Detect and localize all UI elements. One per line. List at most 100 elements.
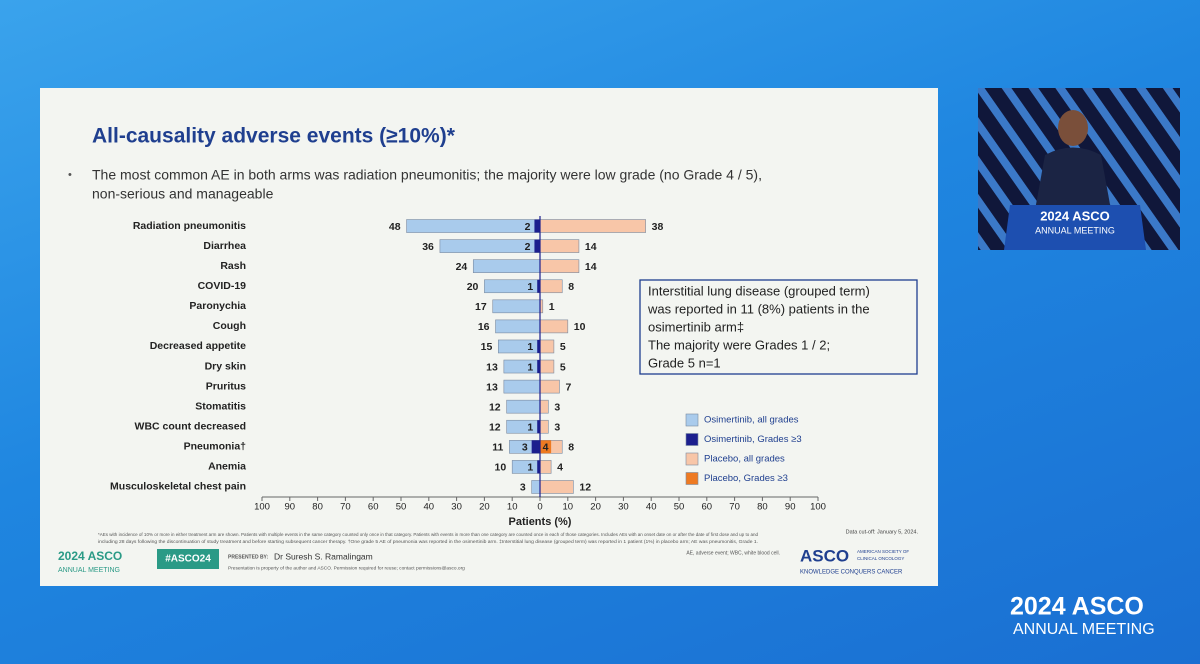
- bar: [503, 379, 541, 394]
- category-label: Diarrhea: [203, 240, 246, 252]
- legend-label: Osimertinib, Grades ≥3: [704, 434, 802, 445]
- bar: [539, 399, 549, 414]
- category-label: COVID-19: [198, 280, 247, 292]
- presenter: Dr Suresh S. Ramalingam: [274, 551, 373, 561]
- x-tick-label: 60: [702, 502, 713, 513]
- value-label: 3: [522, 442, 528, 454]
- society: AMERICAN SOCIETY OF: [857, 549, 909, 554]
- callout-line: Interstitial lung disease (grouped term): [648, 283, 870, 298]
- bar: [539, 419, 549, 434]
- bar: [539, 259, 580, 273]
- value-label: 3: [554, 401, 560, 413]
- cutoff: Data cut-off: January 5, 2024.: [846, 529, 919, 535]
- value-label: 2: [525, 221, 531, 233]
- legend-label: Placebo, Grades ≥3: [704, 473, 788, 484]
- bar: [539, 460, 552, 474]
- value-label: 8: [568, 442, 574, 454]
- chart: 100 90 80 70 60 50 40 30 20 10 0 10 20 30 40 50 60 70 80 90…: [110, 216, 826, 528]
- bar: [531, 440, 540, 454]
- x-tick-label: 50: [674, 502, 685, 513]
- value-label: 10: [574, 321, 586, 333]
- bar: [506, 399, 541, 414]
- category-label: Musculoskeletal chest pain: [110, 481, 246, 493]
- value-label: 13: [486, 361, 498, 373]
- value-label: 14: [585, 261, 597, 273]
- value-label: 4: [557, 462, 563, 474]
- callout-line: The majority were Grades 1 / 2;: [648, 337, 830, 352]
- value-label: 12: [489, 422, 501, 434]
- speaker-head: [1058, 110, 1088, 146]
- bullet-line: non-serious and manageable: [92, 186, 274, 202]
- bar: [537, 460, 540, 474]
- bar: [534, 219, 540, 233]
- bar: [540, 440, 552, 454]
- value-label: 12: [489, 401, 501, 413]
- category-label: Rash: [220, 260, 246, 272]
- value-label: 5: [560, 341, 566, 353]
- x-tick-label: 40: [646, 502, 657, 513]
- bar: [492, 299, 541, 314]
- value-label: 12: [579, 482, 591, 494]
- podium: [1004, 205, 1146, 250]
- x-tick-label: 50: [396, 502, 407, 513]
- hashtag-box: [157, 549, 219, 569]
- value-label: 10: [495, 462, 507, 474]
- value-label: 1: [527, 361, 533, 373]
- bar: [497, 339, 541, 354]
- society: CLINICAL ONCOLOGY: [857, 556, 904, 561]
- x-tick-label: 0: [537, 502, 542, 513]
- asco-logo: ASCO: [800, 546, 849, 565]
- abbreviations: AE, adverse event; WBC, white blood cell…: [686, 550, 780, 556]
- footnote: *AEs with incidence of 10% or more in ei…: [98, 532, 759, 537]
- bar: [539, 379, 560, 394]
- x-tick-label: 10: [563, 502, 574, 513]
- bar: [539, 239, 580, 253]
- x-tick-label: 100: [810, 502, 826, 513]
- value-label: 36: [422, 241, 434, 253]
- category-label: WBC count decreased: [135, 421, 246, 433]
- category-label: Anemia: [208, 461, 246, 473]
- bar: [539, 359, 555, 374]
- value-label: 8: [568, 281, 574, 293]
- value-label: 15: [481, 341, 493, 353]
- value-label: 4: [543, 442, 549, 454]
- category-label: Stomatitis: [195, 400, 246, 412]
- x-tick-label: 20: [479, 502, 490, 513]
- value-label: 2: [525, 241, 531, 253]
- x-tick-label: 20: [590, 502, 601, 513]
- category-label: Radiation pneumonitis: [133, 220, 246, 232]
- value-label: 7: [565, 381, 571, 393]
- callout-box: [639, 279, 918, 375]
- bar: [537, 279, 540, 293]
- x-tick-label: 30: [618, 502, 629, 513]
- x-axis-title: Patients (%): [509, 516, 572, 528]
- hashtag: #ASCO24: [165, 554, 211, 565]
- speaker-body: [1035, 147, 1111, 210]
- motto: KNOWLEDGE CONQUERS CANCER: [800, 570, 903, 576]
- x-tick-label: 60: [368, 502, 379, 513]
- category-label: Pneumonia†: [184, 441, 247, 453]
- x-tick-label: 80: [312, 502, 323, 513]
- category-label: Cough: [213, 320, 246, 332]
- legend-swatch: [685, 472, 699, 485]
- value-label: 14: [585, 241, 597, 253]
- footnote: including 28 days following the disconti…: [98, 539, 758, 544]
- x-tick-label: 70: [340, 502, 351, 513]
- podium-meeting: ANNUAL MEETING: [1035, 225, 1115, 235]
- screen-logo: 2024 ASCO: [1010, 593, 1144, 621]
- value-label: 1: [527, 422, 533, 434]
- bar: [539, 319, 569, 334]
- value-label: 1: [549, 301, 555, 313]
- bar: [539, 480, 574, 494]
- value-label: 17: [475, 301, 487, 313]
- value-label: 20: [467, 281, 479, 293]
- legend-label: Osimertinib, all grades: [704, 415, 799, 426]
- x-tick-label: 30: [451, 502, 462, 513]
- value-label: 13: [486, 381, 498, 393]
- value-label: 48: [389, 221, 401, 233]
- category-label: Dry skin: [205, 360, 246, 372]
- bar: [511, 460, 541, 474]
- slide-title: All-causality adverse events (≥10%)*: [92, 125, 456, 148]
